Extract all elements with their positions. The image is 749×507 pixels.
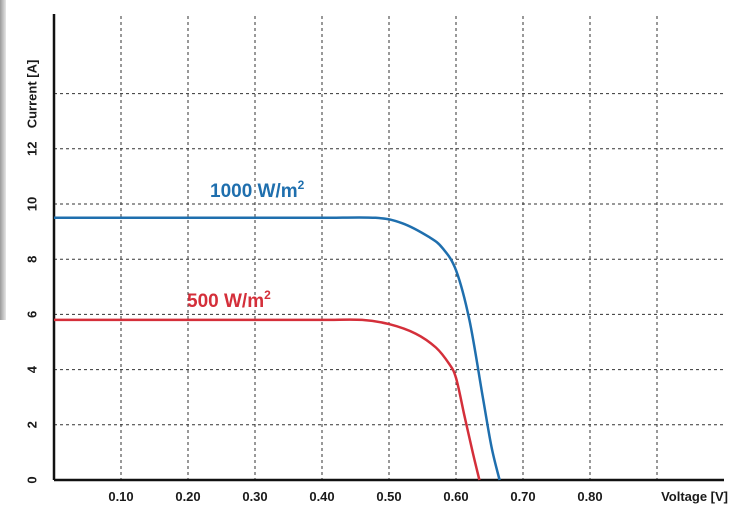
series-curve-0 bbox=[54, 216, 501, 481]
grid-lines bbox=[54, 16, 724, 480]
x-tick-label: 0.70 bbox=[510, 489, 535, 504]
x-axis-label: Voltage [V] bbox=[661, 489, 728, 504]
series-label-superscript: 2 bbox=[298, 178, 305, 192]
x-tick-label: 0.50 bbox=[376, 489, 401, 504]
series-label-superscript: 2 bbox=[264, 288, 271, 302]
x-tick-label: 0.20 bbox=[175, 489, 200, 504]
y-tick-label: 6 bbox=[24, 311, 39, 318]
y-tick-label: 8 bbox=[24, 256, 39, 263]
series-curves: 1000 W/m2 500 W/m2 bbox=[53, 178, 501, 481]
series-curve-1 bbox=[53, 318, 481, 481]
x-tick-label: 0.30 bbox=[242, 489, 267, 504]
y-tick-label: 4 bbox=[24, 365, 39, 373]
x-tick-label: 0.60 bbox=[443, 489, 468, 504]
series-label-1: 500 W/m2 bbox=[187, 288, 271, 312]
y-tick-label: 12 bbox=[24, 142, 39, 156]
y-axis-label: Current [A] bbox=[24, 60, 39, 129]
labels: Current [A] Voltage [V] bbox=[24, 60, 728, 504]
series-label-0: 1000 W/m2 bbox=[210, 178, 305, 202]
y-tick-label: 0 bbox=[24, 476, 39, 483]
axes bbox=[52, 14, 724, 482]
x-tick-label: 0.40 bbox=[309, 489, 334, 504]
x-tick-label: 0.10 bbox=[108, 489, 133, 504]
x-tick-label: 0.80 bbox=[577, 489, 602, 504]
y-tick-label: 10 bbox=[24, 197, 39, 211]
tick-labels: 0.10 0.20 0.30 0.40 0.50 0.60 0.70 0.80 0 2 4 6 8 10 1… bbox=[24, 142, 602, 504]
left-edge-shade bbox=[0, 0, 6, 320]
y-tick-label: 2 bbox=[24, 421, 39, 428]
